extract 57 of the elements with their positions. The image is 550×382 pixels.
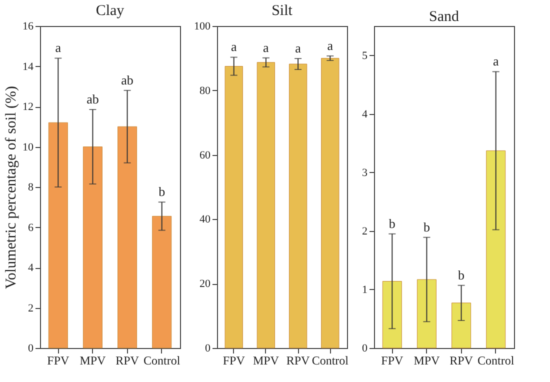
y-tick-label: 3 — [362, 166, 368, 179]
y-tick-label: 14 — [22, 60, 34, 73]
y-tick-label: 60 — [200, 149, 211, 162]
annotation: a — [492, 54, 499, 69]
y-tick-label: 12 — [22, 101, 34, 113]
y-tick-label: 5 — [362, 50, 368, 62]
x-tick-label: FPV — [222, 354, 246, 368]
annotation: b — [388, 216, 396, 231]
y-tick-label: 6 — [28, 222, 34, 234]
x-tick-label: MPV — [80, 354, 106, 368]
x-tick-label: FPV — [47, 354, 70, 368]
annotation: b — [458, 267, 465, 282]
annotation: a — [327, 38, 334, 53]
x-tick-label: RPV — [450, 354, 474, 368]
y-tick-label: 0 — [205, 342, 211, 354]
y-tick-label: 20 — [200, 278, 211, 290]
y-tick-label: 1 — [362, 284, 368, 296]
y-axis-title: Volumetric percentage of soil (%) — [4, 86, 20, 289]
x-tick-label: FPV — [381, 354, 404, 368]
y-tick-label: 80 — [200, 84, 211, 97]
y-tick-label: 10 — [22, 141, 34, 154]
x-tick-label: MPV — [252, 354, 280, 368]
annotation: ab — [121, 72, 134, 88]
y-tick-label: 16 — [22, 20, 34, 32]
y-tick-label: 8 — [28, 182, 34, 194]
x-tick-label: RPV — [286, 354, 310, 368]
annotation: b — [423, 219, 430, 234]
chart-title: Sand — [429, 9, 460, 25]
bar — [452, 302, 472, 348]
y-tick-label: 4 — [362, 108, 368, 120]
chart-title: Clay — [96, 3, 125, 19]
y-tick-label: 4 — [28, 262, 34, 274]
y-tick-label: 2 — [362, 225, 368, 238]
y-tick-label: 0 — [362, 342, 368, 354]
bar — [48, 122, 68, 348]
x-tick-label: Control — [478, 354, 515, 368]
x-tick-label: MPV — [414, 354, 440, 368]
x-tick-label: RPV — [116, 354, 140, 368]
bar — [82, 146, 102, 348]
bar — [486, 150, 506, 348]
y-tick-label: 0 — [28, 342, 34, 354]
annotation: a — [55, 40, 62, 56]
bar — [152, 216, 172, 348]
annotation: ab — [86, 92, 99, 107]
annotation: b — [158, 184, 166, 200]
y-tick-label: 2 — [28, 302, 34, 314]
bar — [416, 279, 436, 348]
annotation: a — [263, 40, 270, 55]
chart-title: Silt — [272, 3, 294, 19]
bar — [118, 126, 138, 348]
y-tick-label: 40 — [200, 214, 211, 226]
annotation: a — [295, 40, 302, 56]
x-tick-label: Control — [312, 354, 350, 368]
x-tick-label: Control — [144, 354, 181, 368]
bar — [382, 281, 402, 348]
y-tick-label: 100 — [194, 20, 211, 32]
annotation: a — [230, 39, 237, 54]
